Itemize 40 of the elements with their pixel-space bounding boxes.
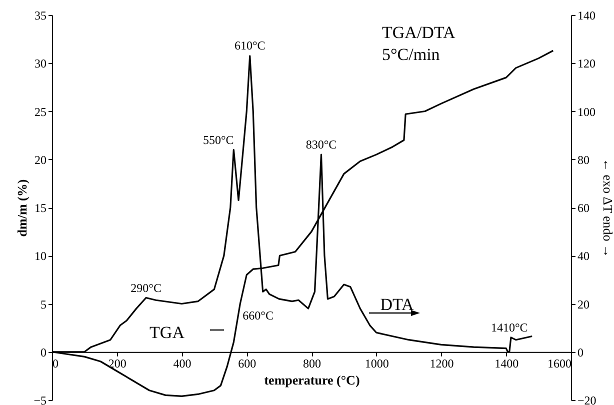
x-tick-label: 1400 [494, 356, 519, 370]
y2-tick-label: 0 [578, 345, 584, 360]
y2-tick-label: 40 [578, 249, 590, 264]
y-tick-label: 35 [34, 8, 46, 22]
y-tick-label: 25 [34, 104, 46, 119]
annotation: 290°C [130, 280, 162, 295]
y-axis-title: dm/m (%) [14, 179, 30, 237]
y2-tick-label: 140 [578, 8, 596, 22]
x-tick-label: 400 [173, 356, 192, 370]
y2-tick-label: −20 [578, 394, 596, 405]
annotation: 610°C [234, 38, 266, 52]
y2-tick-label: 20 [578, 297, 590, 312]
y2-tick-label: 60 [578, 201, 590, 215]
annotation: 660°C [242, 308, 274, 322]
y-tick-label: 5 [40, 297, 46, 312]
annotation: 1410°C [490, 320, 528, 334]
annotation: 550°C [203, 132, 234, 147]
legend-label: DTA [380, 295, 415, 314]
x-tick-label: 0 [52, 356, 58, 370]
y-tick-label: 15 [34, 201, 46, 215]
y-tick-label: 20 [34, 152, 46, 167]
y-tick-label: 0 [40, 345, 46, 360]
x-axis-title: temperature (°C) [264, 372, 360, 388]
x-tick-label: 1000 [364, 356, 389, 370]
x-tick-label: 600 [238, 356, 256, 370]
annotation: 830°C [306, 138, 337, 152]
y-tick-label: 30 [34, 56, 46, 71]
legend-label: TGA [150, 323, 186, 342]
y2-tick-label: 80 [578, 152, 590, 167]
y-tick-label: 10 [34, 249, 46, 264]
x-tick-label: 800 [303, 356, 321, 370]
x-tick-label: 1600 [548, 356, 572, 370]
text: TGA/DTA [382, 23, 456, 42]
x-tick-label: 200 [108, 356, 126, 370]
y2-axis-title: ← exo ΔT endo → [600, 158, 614, 258]
y-tick-label: −5 [34, 394, 46, 405]
y2-tick-label: 120 [578, 56, 596, 71]
x-tick-label: 1200 [430, 356, 454, 370]
y2-tick-label: 100 [578, 104, 596, 119]
text: 5°C/min [382, 45, 440, 64]
